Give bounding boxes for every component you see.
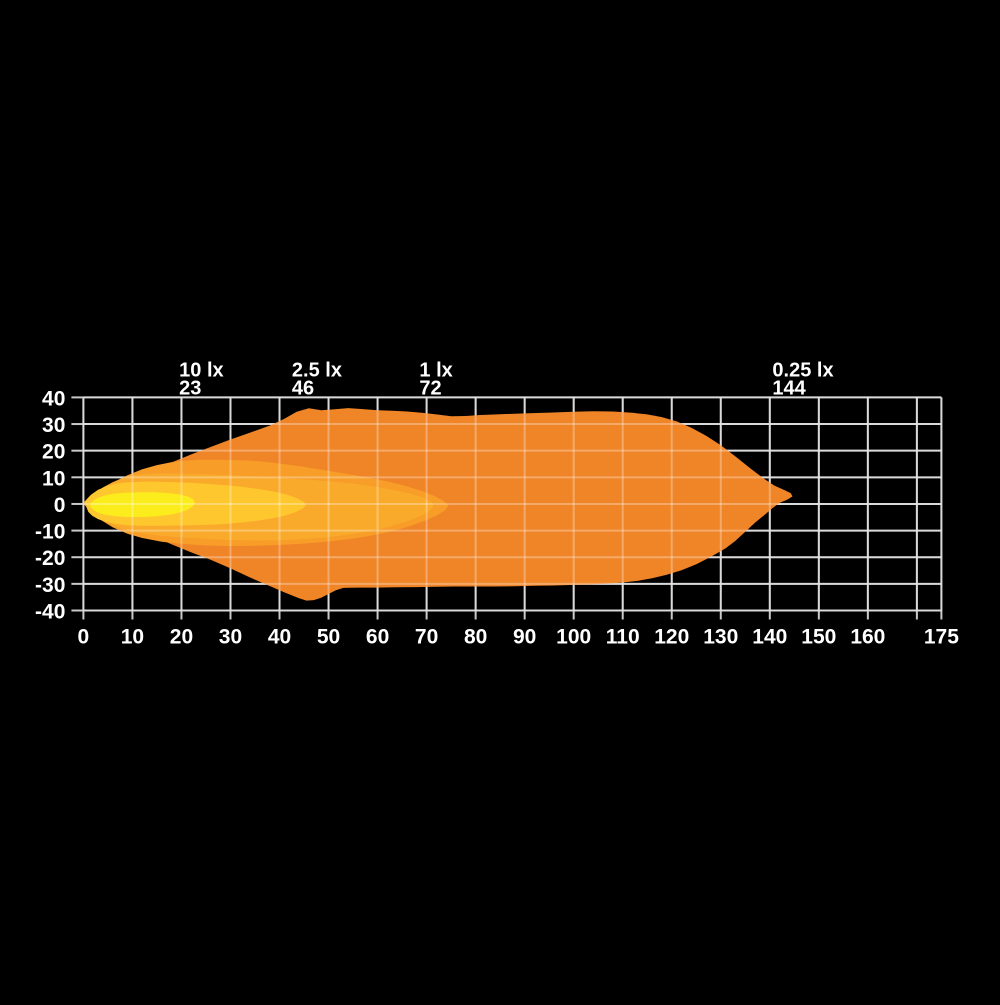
x-tick-label: 0 [78,626,90,649]
x-tick-label: 60 [366,626,389,649]
isolux-annotation-distance: 46 [292,377,314,399]
isolux-annotation-distance: 144 [772,377,806,399]
x-tick-label: 175 [924,626,959,649]
x-tick-label: 30 [219,626,242,649]
isolux-annotation-distance: 72 [419,377,441,399]
y-tick-label: 0 [54,494,66,517]
x-tick-label: 160 [850,626,885,649]
x-tick-label: 120 [654,626,689,649]
isolux-annotation-lux: 1 lx [419,359,452,381]
x-tick-label: 20 [170,626,193,649]
x-tick-label: 100 [556,626,591,649]
y-tick-label: 20 [42,441,65,464]
10-lux-contour [90,492,195,517]
x-tick-label: 150 [801,626,836,649]
isolux-annotation-distance: 23 [179,377,201,399]
x-tick-label: 90 [513,626,536,649]
x-tick-label: 50 [317,626,340,649]
isolux-annotation-lux: 10 lx [179,359,223,381]
y-tick-label: -30 [35,574,65,597]
x-tick-label: 10 [121,626,144,649]
isolux-annotation-lux: 0.25 lx [772,359,833,381]
y-tick-label: 30 [42,414,65,437]
y-tick-label: -20 [35,547,65,570]
x-tick-label: 70 [415,626,438,649]
y-tick-label: -40 [35,601,65,624]
y-tick-label: -10 [35,521,65,544]
isolux-annotation-lux: 2.5 lx [292,359,342,381]
x-tick-label: 140 [752,626,787,649]
x-tick-label: 40 [268,626,291,649]
x-tick-label: 80 [464,626,487,649]
y-tick-label: 10 [42,467,65,490]
y-tick-label: 40 [42,387,65,410]
x-tick-label: 130 [703,626,738,649]
x-tick-label: 110 [606,626,640,649]
